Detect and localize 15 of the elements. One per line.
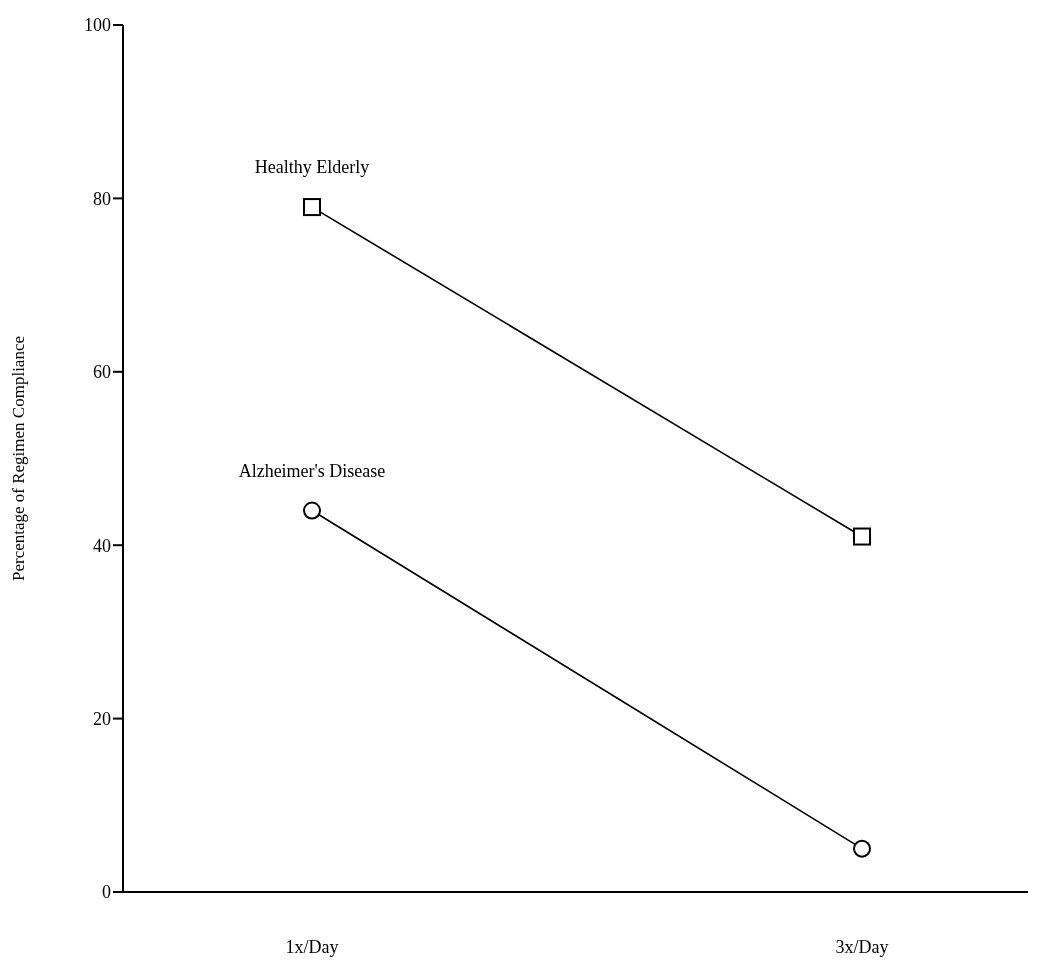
- series-label: Alzheimer's Disease: [238, 460, 386, 481]
- y-tick-label: 40: [93, 535, 111, 556]
- y-axis-title: Percentage of Regimen Compliance: [9, 336, 29, 581]
- x-tick-label: 1x/Day: [285, 936, 339, 957]
- y-tick-label: 60: [93, 362, 111, 383]
- x-tick-label: 3x/Day: [835, 936, 889, 957]
- y-tick-label: 100: [84, 15, 111, 36]
- point: [303, 198, 321, 217]
- point: [853, 527, 871, 546]
- point: [853, 839, 871, 858]
- y-tick-label: 80: [93, 188, 111, 209]
- y-tick-label: 0: [102, 882, 111, 903]
- series-label: Healthy Elderly: [254, 157, 370, 178]
- y-tick-label: 20: [93, 708, 111, 729]
- point: [303, 501, 321, 520]
